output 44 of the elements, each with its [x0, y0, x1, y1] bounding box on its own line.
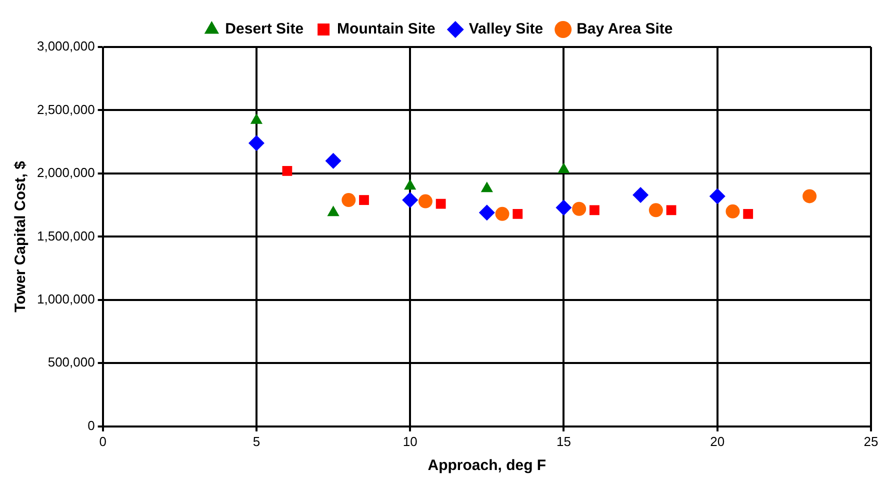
point: [512, 208, 523, 219]
point: [590, 205, 600, 216]
y-tick-label: 1,000,000: [36, 292, 95, 307]
y-tick-label: 500,000: [48, 354, 95, 370]
point: [648, 203, 663, 218]
y-tick-label: 3,000,000: [36, 38, 95, 54]
x-tick-label: 25: [864, 434, 878, 449]
x-tick-label: 10: [402, 434, 418, 449]
point: [436, 198, 446, 209]
point: [572, 202, 586, 216]
point: [250, 113, 263, 124]
point: [743, 208, 754, 219]
point: [495, 206, 510, 221]
y-tick-label: 2,500,000: [36, 102, 95, 117]
x-tick-label: 20: [710, 434, 725, 449]
point: [478, 204, 495, 221]
point: [666, 205, 676, 216]
point: [480, 182, 493, 192]
y-axis-title: Tower Capital Cost, $: [12, 160, 30, 312]
point: [404, 179, 416, 190]
point: [282, 166, 292, 176]
y-tick-label: 2,000,000: [36, 165, 95, 180]
y-tick-label: 0: [88, 418, 95, 433]
x-tick-label: 15: [556, 434, 571, 449]
point: [359, 195, 369, 205]
point: [802, 189, 817, 204]
y-tick-label: 1,500,000: [36, 228, 95, 244]
legend-label: Desert Site: [225, 20, 304, 38]
point: [558, 162, 570, 174]
point: [248, 135, 264, 152]
x-tick-label: 0: [99, 434, 106, 449]
point: [342, 193, 356, 208]
legend-label: Mountain Site: [337, 20, 436, 38]
point: [402, 192, 418, 208]
point: [632, 186, 649, 203]
point: [556, 200, 572, 216]
legend-label: Valley Site: [468, 20, 544, 38]
point: [418, 194, 432, 208]
point: [726, 204, 740, 218]
point: [709, 188, 726, 204]
legend-label: Bay Area Site: [576, 20, 673, 38]
x-tick-label: 5: [252, 434, 260, 449]
point: [325, 152, 342, 169]
x-axis-title: Approach, deg F: [428, 457, 546, 474]
